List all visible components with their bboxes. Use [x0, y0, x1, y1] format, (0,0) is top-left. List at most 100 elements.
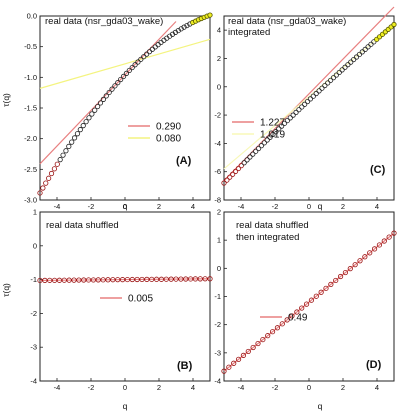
panel-c-data-point — [261, 140, 267, 146]
panel-b-data-point — [95, 277, 101, 283]
panel-d-data-point — [269, 329, 276, 335]
panel-d-data-point — [231, 360, 237, 366]
panel-a-frame — [39, 15, 211, 201]
panel-c-ytick-label: -4 — [214, 139, 221, 148]
panel-b-data-point — [90, 277, 97, 283]
panel-c-data-point — [328, 77, 334, 83]
panel-c-note-line-1: real data (nsr_gda03_wake) — [228, 16, 346, 27]
panel-c-data-point — [221, 180, 227, 186]
panel-b-data-point — [119, 277, 126, 283]
panel-a-data-point — [77, 127, 83, 133]
panel-c-data-point — [281, 120, 288, 126]
panel-a-data-point — [115, 80, 121, 86]
panel-d-data-point — [308, 297, 315, 303]
panel-a-xtick-label: 0 — [123, 202, 127, 211]
panel-c-data-point — [247, 154, 253, 160]
panel-d-xtick-label: 4 — [375, 383, 379, 392]
panel-a-xtick-label: -4 — [54, 202, 61, 211]
panel-b-frame — [39, 211, 211, 382]
panel-b-data-point — [163, 276, 169, 282]
panel-a-data-point — [132, 62, 138, 68]
panel-c-data-point — [333, 72, 339, 78]
panel-b-data-point — [81, 277, 87, 283]
panel-c-data-point — [310, 93, 316, 99]
panel-d-data-point — [250, 344, 256, 351]
panel-a-ytick-label: -2.0 — [24, 134, 37, 143]
panel-b: τ(q) q real data shuffled (B) -4 -2 0 2 4 1 0 -… — [1, 208, 213, 411]
panel-b-xtick-label: -2 — [88, 383, 95, 392]
panel-c-data-point — [267, 134, 273, 140]
panel-a-data-point — [109, 86, 115, 92]
panel-c-data-point — [235, 165, 242, 172]
panel-a-data-point — [37, 190, 43, 196]
panel-a-data-point — [207, 12, 213, 18]
panel-a-ytick-label: -1.0 — [24, 73, 37, 82]
panel-b-data-point — [66, 277, 72, 283]
panel-c: q real data (nsr_gda03_wake) integrated … — [214, 6, 397, 211]
panel-b-ytick-label: 0 — [33, 241, 37, 250]
panel-a-data-point — [40, 185, 46, 191]
panel-b-xtick-label: 4 — [191, 383, 195, 392]
panel-a-data-point — [86, 115, 92, 121]
panel-c-data-point — [336, 69, 342, 76]
panel-a-label: (A) — [176, 155, 192, 167]
panel-d-data-point — [347, 266, 353, 272]
panel-a-data-point — [112, 83, 118, 89]
panel-d-data-point — [357, 258, 363, 264]
panel-b-data-point — [85, 277, 92, 283]
panel-a-ytick-label: -3.0 — [24, 196, 37, 205]
panel-c-data-point — [351, 56, 357, 63]
panel-a-data-point — [66, 143, 72, 149]
panel-b-ytick-label: -2 — [30, 309, 37, 318]
panel-c-data-point — [250, 151, 256, 157]
panel-d-data-point — [391, 230, 397, 236]
panel-c-data-point — [270, 131, 276, 138]
panel-d-data-point — [386, 234, 392, 240]
panel-a-data-point — [149, 46, 155, 52]
panel-a-ytick-label: -2.5 — [24, 165, 37, 174]
panel-d-ytick-label: -4 — [214, 377, 221, 386]
panel-b-data-point — [158, 276, 165, 282]
panel-d-data-point — [323, 285, 329, 291]
panel-d-xtick-label: -2 — [272, 383, 279, 392]
panel-a-data-point — [57, 157, 63, 163]
panel-c-ytick-label: -8 — [214, 196, 221, 205]
panel-d-ytick-label: 0 — [217, 264, 221, 273]
panel-b-data-point — [100, 277, 106, 283]
panel-b-data-point — [129, 276, 135, 283]
panel-c-data-point — [330, 75, 337, 81]
panel-d-data-point — [240, 352, 247, 358]
panel-c-data-point — [276, 126, 282, 132]
panel-b-data-point — [153, 276, 160, 282]
panel-c-xtick-label: -2 — [272, 202, 279, 211]
panel-a-legend-label: 0.290 — [156, 122, 181, 133]
panel-c-note-line-2: integrated — [228, 27, 270, 38]
panel-b-data-point — [37, 277, 43, 284]
panel-c-data-point — [365, 44, 371, 50]
panel-d-ytick-label: -3 — [214, 348, 221, 357]
panel-a-xtick-label: -2 — [88, 202, 95, 211]
panel-d-data-point — [328, 281, 334, 287]
panel-a-xtick-label: 4 — [191, 202, 195, 211]
panel-c-data-point — [302, 101, 308, 107]
panel-a-data-point — [80, 123, 86, 129]
panel-c-ytick-label: -6 — [214, 167, 221, 176]
panel-d-note-line-2: then integrated — [236, 232, 299, 243]
panel-c-data-point — [307, 96, 314, 102]
panel-b-label: (B) — [177, 360, 193, 372]
panel-a-legend-label: 0.080 — [156, 134, 181, 145]
panel-a-data-point — [83, 119, 89, 125]
panel-a-xlabel: q — [123, 201, 128, 211]
panel-b-ytick-label: 1 — [33, 208, 37, 217]
panel-a-data-point — [74, 131, 81, 137]
panel-c-ytick-label: 0 — [217, 82, 221, 91]
panel-b-data-point — [61, 277, 67, 283]
panel-c-data-point — [391, 21, 397, 28]
panel-d-ytick-label: 1 — [217, 236, 221, 245]
panel-c-data-point — [224, 177, 230, 183]
panel-b-data-point — [149, 276, 155, 282]
panel-a-data-point — [48, 170, 55, 177]
panel-d-legend-label: 0.49 — [288, 313, 308, 324]
panel-b-data-point — [173, 276, 179, 282]
panel-b-data-point — [56, 277, 63, 283]
